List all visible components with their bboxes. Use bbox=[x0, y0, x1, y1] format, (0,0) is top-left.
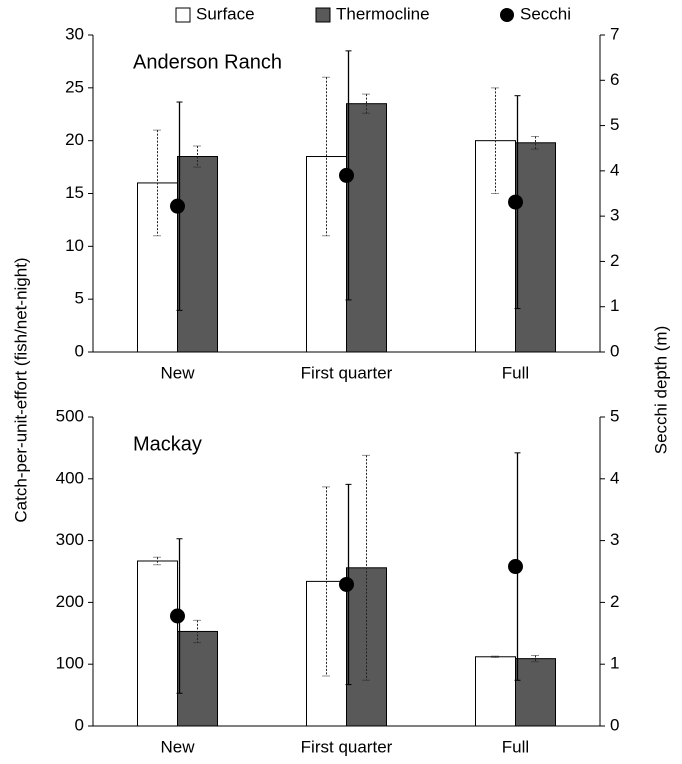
x-tick-label: New bbox=[160, 363, 195, 382]
y2-tick-label: 5 bbox=[610, 406, 619, 425]
bar bbox=[346, 103, 387, 353]
y-tick-label: 0 bbox=[75, 341, 84, 360]
y-tick-label: 200 bbox=[56, 592, 84, 611]
point bbox=[339, 167, 354, 183]
y2-tick-label: 1 bbox=[610, 296, 619, 315]
legend-label: Thermocline bbox=[336, 4, 430, 23]
y-tick-label: 300 bbox=[56, 530, 84, 549]
legend-marker bbox=[315, 7, 331, 23]
bar bbox=[177, 630, 218, 727]
y2-tick-label: 0 bbox=[610, 715, 619, 734]
x-tick-label: First quarter bbox=[301, 363, 393, 382]
y-tick-label: 10 bbox=[65, 236, 84, 255]
y-tick-label: 30 bbox=[65, 24, 84, 43]
y-tick-label: 25 bbox=[65, 77, 84, 96]
point bbox=[508, 194, 523, 210]
y2-tick-label: 4 bbox=[610, 468, 619, 487]
y2-tick-label: 4 bbox=[610, 160, 619, 179]
y-tick-label: 500 bbox=[56, 406, 84, 425]
x-tick-label: Full bbox=[502, 737, 529, 756]
bar bbox=[475, 656, 516, 727]
panel-title: Anderson Ranch bbox=[133, 51, 282, 73]
legend-marker bbox=[175, 7, 191, 23]
y2-tick-label: 7 bbox=[610, 24, 619, 43]
panel-title: Mackay bbox=[133, 433, 202, 455]
y2-axis-label: Secchi depth (m) bbox=[651, 326, 670, 455]
y-axis-label: Catch-per-unit-effort (fish/net-night) bbox=[11, 257, 30, 522]
point bbox=[170, 608, 185, 624]
y-tick-label: 20 bbox=[65, 130, 84, 149]
bar bbox=[515, 142, 556, 353]
legend-marker bbox=[500, 8, 514, 22]
y-tick-label: 400 bbox=[56, 468, 84, 487]
point bbox=[170, 198, 185, 214]
x-tick-label: New bbox=[160, 737, 195, 756]
bar bbox=[306, 580, 347, 727]
bar bbox=[137, 560, 178, 727]
y2-tick-label: 6 bbox=[610, 70, 619, 89]
legend-label: Surface bbox=[196, 4, 255, 23]
legend-label: Secchi bbox=[520, 4, 571, 23]
y2-tick-label: 3 bbox=[610, 206, 619, 225]
bar bbox=[515, 658, 556, 727]
y-tick-label: 15 bbox=[65, 183, 84, 202]
y-tick-label: 100 bbox=[56, 654, 84, 673]
y2-tick-label: 2 bbox=[610, 592, 619, 611]
point bbox=[339, 576, 354, 592]
x-tick-label: Full bbox=[502, 363, 529, 382]
y-tick-label: 5 bbox=[75, 289, 84, 308]
y2-tick-label: 2 bbox=[610, 251, 619, 270]
y2-tick-label: 3 bbox=[610, 530, 619, 549]
bar bbox=[346, 567, 387, 727]
bar bbox=[177, 156, 218, 353]
y-tick-label: 0 bbox=[75, 715, 84, 734]
y2-tick-label: 0 bbox=[610, 341, 619, 360]
point bbox=[508, 559, 523, 575]
x-tick-label: First quarter bbox=[301, 737, 393, 756]
y2-tick-label: 1 bbox=[610, 654, 619, 673]
y2-tick-label: 5 bbox=[610, 115, 619, 134]
